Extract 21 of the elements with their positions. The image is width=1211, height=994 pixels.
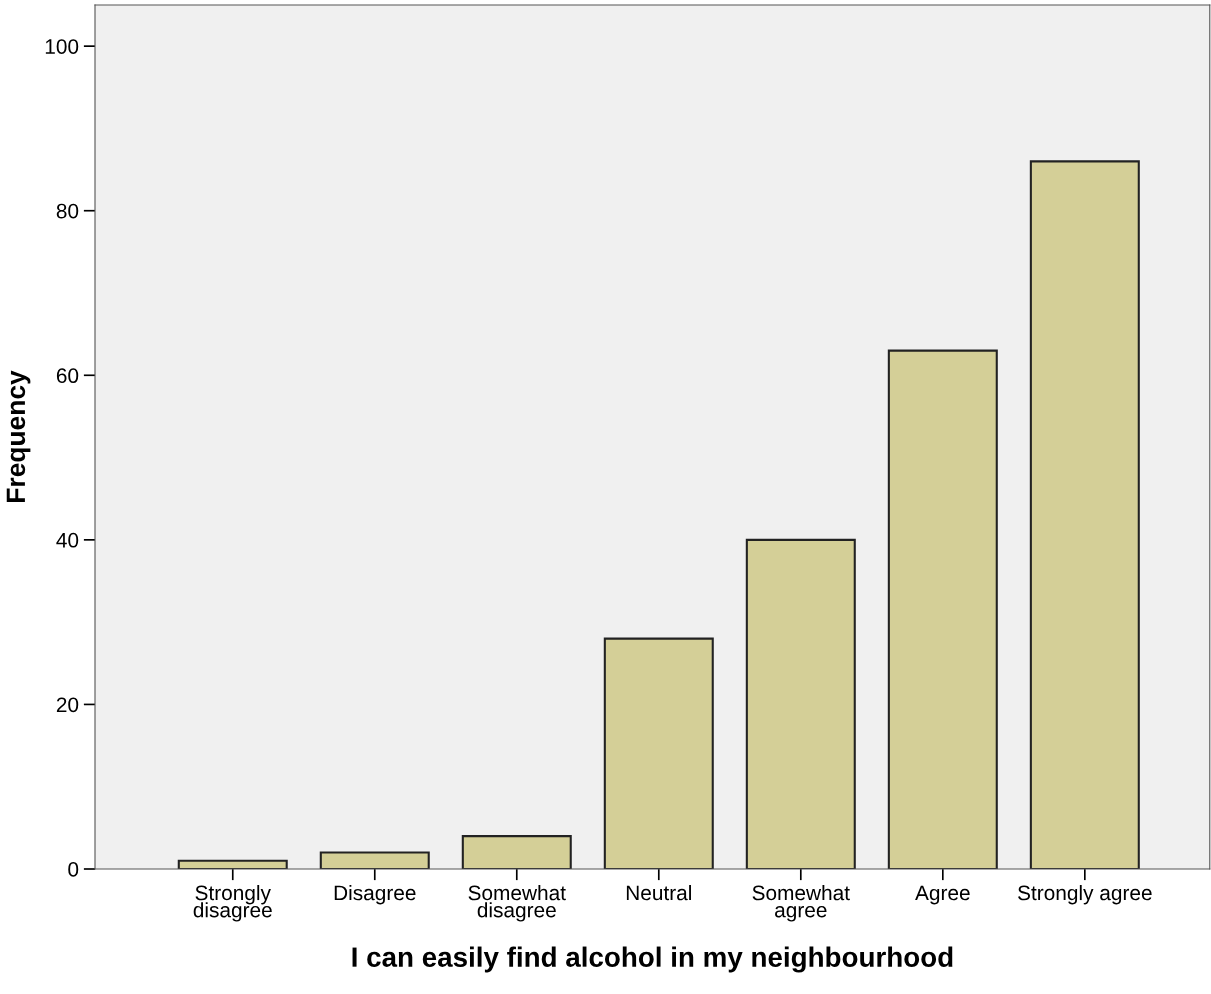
y-tick-label: 0 — [68, 862, 79, 877]
y-tick-label: 20 — [56, 697, 79, 713]
x-axis-title: I can easily find alcohol in my neighbourhood — [352, 946, 953, 973]
bar — [461, 835, 572, 869]
y-tick-label: 100 — [45, 39, 79, 54]
x-tick-label: Somewhat agree — [752, 884, 850, 922]
y-axis-title: Frequency — [6, 370, 31, 502]
bar — [887, 349, 998, 869]
y-tick-label: 80 — [56, 203, 79, 219]
bar — [603, 637, 714, 869]
x-tick-label: Strongly disagree — [193, 884, 272, 922]
bar — [745, 538, 856, 869]
x-tick-label: Agree — [915, 885, 970, 905]
y-tick-label: 40 — [56, 532, 79, 548]
bar — [319, 851, 430, 869]
x-tick-label: Disagree — [334, 884, 416, 905]
x-tick-label: Strongly agree — [1018, 884, 1152, 905]
x-tick-label: Somewhat disagree — [468, 884, 566, 922]
bar — [1029, 160, 1140, 869]
y-tick-label: 60 — [56, 368, 79, 384]
x-tick-label: Neutral — [626, 884, 691, 901]
